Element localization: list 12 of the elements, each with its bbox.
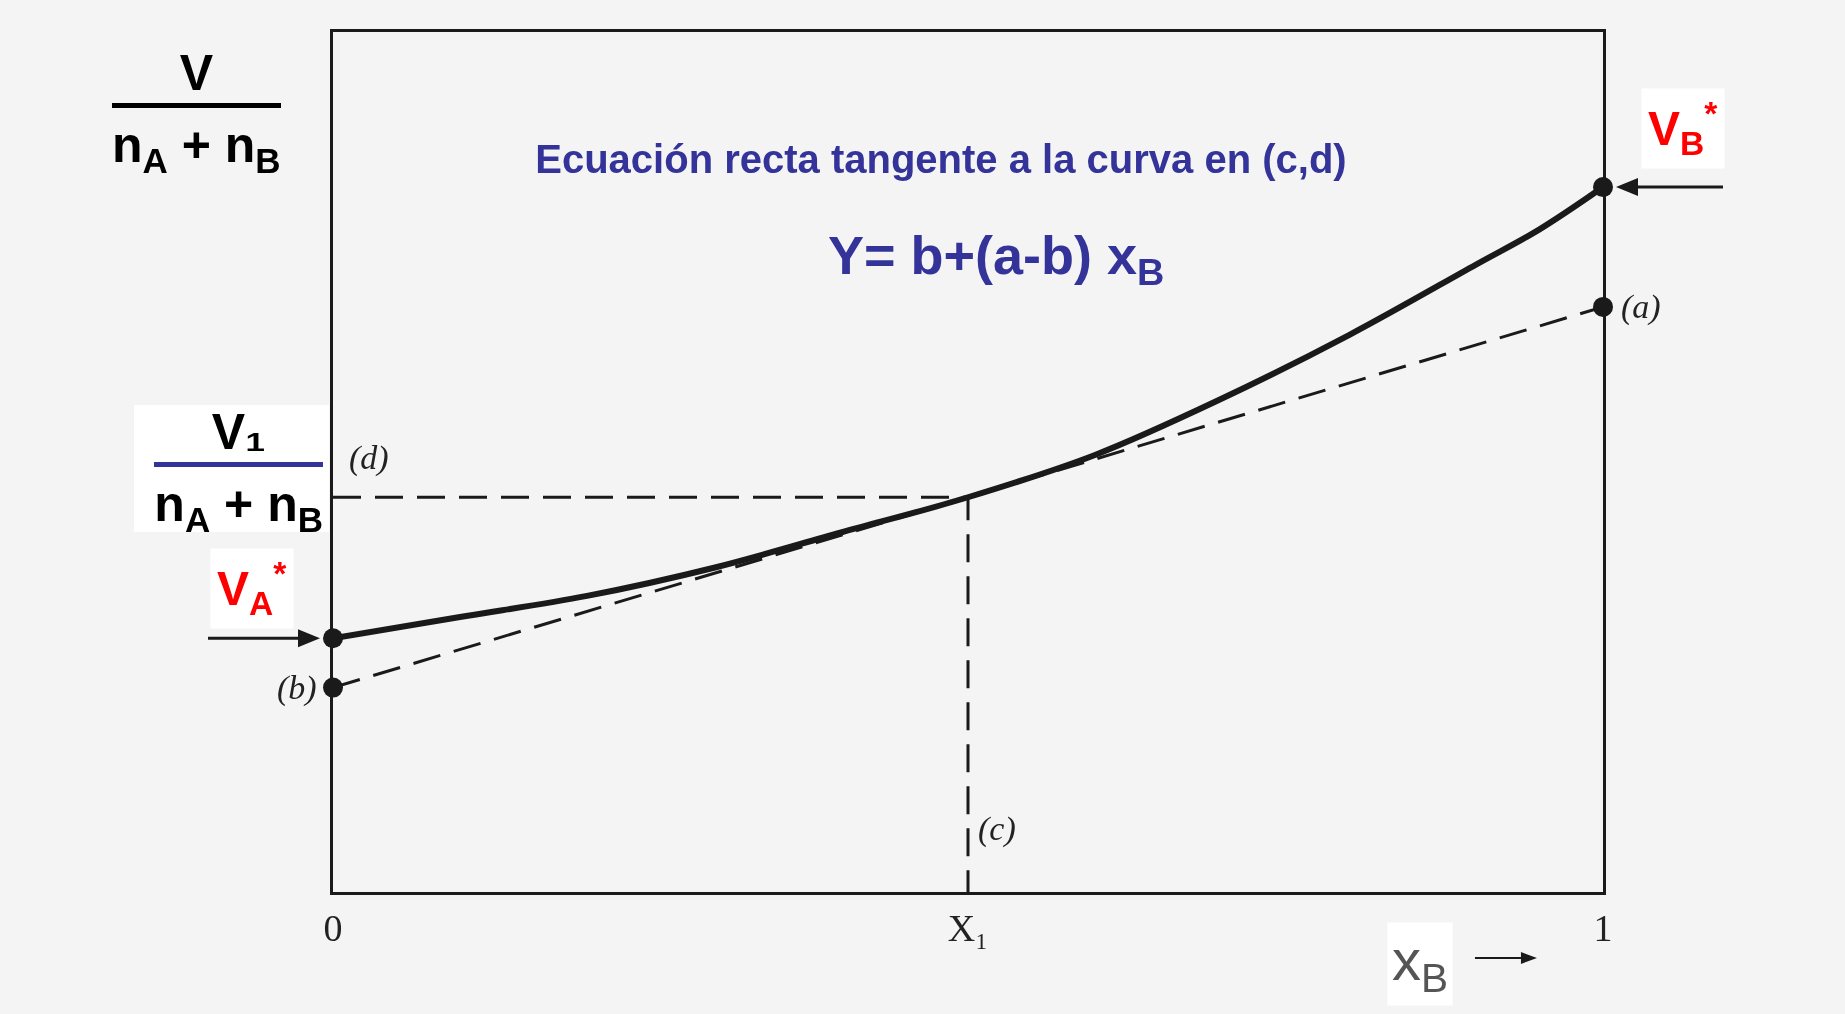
y-axis-title: V n$_{A}$ + n$_{B}$ (112, 45, 281, 180)
annotation: (b) (277, 669, 317, 707)
x-tick-label: X₁ (947, 906, 989, 949)
annotation: (d) (349, 439, 389, 477)
annotation: V₁ n$_{A}$ + n$_{B}$ (154, 404, 323, 540)
x-axis-title: x$_{B}$ (1392, 927, 1449, 1002)
x-tick-label: 1 (1593, 906, 1613, 949)
annotation: (c) (978, 810, 1016, 848)
annotation: (a) (1621, 288, 1661, 326)
x-tick-label: 0 (323, 906, 343, 949)
chart-title: Ecuación recta tangente a la curva en (c,d) (535, 137, 1347, 182)
text: Y= b+(a-b) x$_{B}$ (828, 225, 1165, 294)
